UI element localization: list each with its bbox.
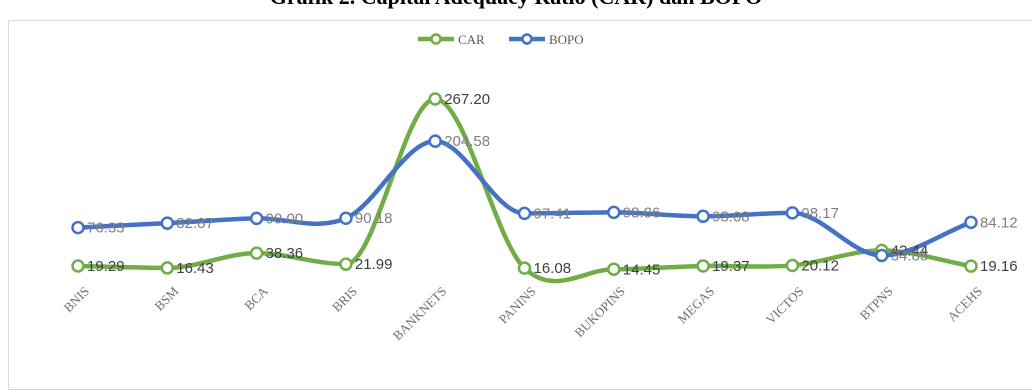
bopo-data-label: 76.33 <box>87 220 125 237</box>
legend-car-label: CAR <box>458 32 485 47</box>
x-tick-label: BNIS <box>61 284 93 316</box>
chart-frame <box>8 20 1032 390</box>
bopo-data-label: 204.58 <box>444 133 490 150</box>
car-data-label: 267.20 <box>444 91 490 108</box>
bopo-data-label: 97.41 <box>534 205 572 222</box>
bopo-point-bukopins <box>607 205 621 220</box>
x-tick-label: BANKNETS <box>390 284 450 344</box>
x-tick-label: MEGAS <box>674 284 717 327</box>
bopo-point-bca <box>249 211 264 226</box>
x-tick-label: VICTOS <box>763 284 807 328</box>
bopo-series-line <box>75 138 974 258</box>
car-data-label: 19.37 <box>712 258 750 275</box>
bopo-point-bnis <box>71 220 85 235</box>
x-tick-label: BCA <box>241 283 271 313</box>
x-tick-label: BSM <box>151 283 181 313</box>
bopo-point-acehs <box>964 215 978 230</box>
car-point-bukopins <box>607 262 621 277</box>
bopo-point-megas <box>696 209 710 224</box>
bopo-data-label: 98.86 <box>623 204 661 221</box>
car-data-label: 19.29 <box>87 258 125 275</box>
bopo-data-label: 34.85 <box>891 248 929 265</box>
bopo-point-victos <box>785 206 800 220</box>
car-point-banknets <box>428 92 442 106</box>
car-point-bris <box>339 257 353 271</box>
car-data-label: 19.16 <box>980 258 1018 275</box>
bopo-point-bsm <box>160 216 175 230</box>
car-data-label: 42.44 <box>891 242 929 259</box>
bopo-data-label: 98.17 <box>801 205 839 222</box>
car-point-bsm <box>160 261 175 275</box>
car-point-victos <box>785 258 800 273</box>
chart-title: Grafik 2. Capital Adequacy Ratio (CAR) d… <box>0 0 1032 10</box>
car-point-megas <box>696 259 710 273</box>
x-tick-label: BTPNS <box>857 284 896 323</box>
line-chart: 19.29 16.43 38.36 21.99 267.20 16.08 14.45 19.3… <box>61 32 1018 344</box>
bopo-point-btpns <box>874 248 889 263</box>
legend-car-marker <box>430 33 442 45</box>
car-data-label: 16.43 <box>176 260 214 277</box>
car-data-label: 20.12 <box>801 257 839 274</box>
legend-bopo-marker <box>521 33 533 45</box>
bopo-point-panins <box>517 206 532 221</box>
car-point-bca <box>249 246 264 260</box>
car-point-panins <box>517 261 532 275</box>
bopo-data-label: 90.00 <box>266 210 304 227</box>
car-data-label: 16.08 <box>534 260 572 277</box>
bopo-data-label: 84.12 <box>980 214 1018 231</box>
bopo-point-banknets <box>428 134 442 148</box>
bopo-data-label: 82.87 <box>176 215 214 232</box>
car-data-label: 14.45 <box>623 261 661 278</box>
legend-bopo-label: BOPO <box>549 32 584 47</box>
car-data-label: 38.36 <box>266 245 304 262</box>
bopo-point-bris <box>339 211 353 225</box>
car-point-bnis <box>71 259 85 273</box>
x-tick-label: ACEHS <box>944 284 985 325</box>
bopo-data-label: 93.08 <box>712 208 750 225</box>
x-tick-label: PANINS <box>496 284 539 327</box>
car-data-label: 21.99 <box>355 256 393 273</box>
x-tick-label: BRIS <box>329 284 360 315</box>
bopo-data-label: 90.18 <box>355 210 393 227</box>
x-tick-label: BUKOPINS <box>571 284 628 341</box>
car-point-acehs <box>964 259 978 273</box>
car-series-line <box>75 96 974 284</box>
